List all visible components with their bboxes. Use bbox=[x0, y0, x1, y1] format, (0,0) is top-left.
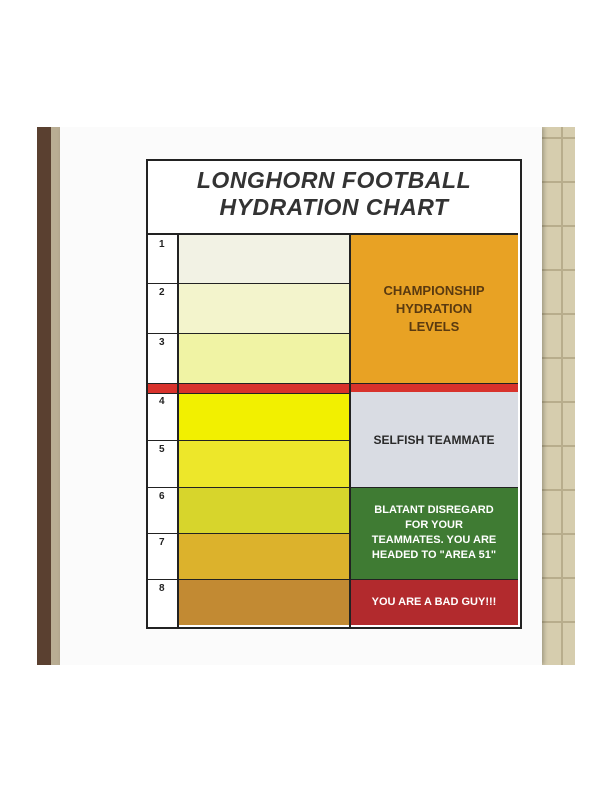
row-number-6: 6 bbox=[159, 491, 165, 502]
door-frame bbox=[37, 127, 51, 665]
row-number-8: 8 bbox=[159, 583, 165, 594]
row-divider bbox=[148, 333, 350, 334]
title-line-2: HYDRATION CHART bbox=[219, 194, 449, 220]
row-number-4: 4 bbox=[159, 396, 165, 407]
swatch-7 bbox=[178, 533, 350, 579]
row-number-2: 2 bbox=[159, 287, 165, 298]
category-selfish-teammate: SELFISH TEAMMATE bbox=[350, 392, 518, 487]
row-number-7: 7 bbox=[159, 537, 165, 548]
swatch-5 bbox=[178, 440, 350, 487]
chart-title: LONGHORN FOOTBALL HYDRATION CHART bbox=[148, 167, 520, 221]
category-bad-guy: YOU ARE A BAD GUY!!! bbox=[350, 579, 518, 625]
row-divider bbox=[148, 440, 350, 441]
divider-band bbox=[148, 383, 518, 394]
swatch-3 bbox=[178, 333, 350, 383]
swatch-2 bbox=[178, 283, 350, 333]
swatch-4 bbox=[178, 392, 350, 440]
swatch-1 bbox=[178, 235, 350, 283]
row-divider bbox=[148, 487, 518, 488]
poster: LONGHORN FOOTBALL HYDRATION CHART 1 2 3 … bbox=[60, 127, 542, 665]
row-divider bbox=[148, 533, 350, 534]
category-column-divider bbox=[349, 233, 351, 627]
header-divider bbox=[148, 233, 518, 235]
row-divider bbox=[148, 283, 350, 284]
photo: LONGHORN FOOTBALL HYDRATION CHART 1 2 3 … bbox=[37, 127, 575, 665]
row-divider bbox=[148, 579, 518, 580]
category-championship: CHAMPIONSHIP HYDRATION LEVELS bbox=[350, 235, 518, 383]
row-number-1: 1 bbox=[159, 239, 165, 250]
swatch-8 bbox=[178, 579, 350, 625]
hydration-chart: LONGHORN FOOTBALL HYDRATION CHART 1 2 3 … bbox=[146, 159, 522, 629]
row-number-3: 3 bbox=[159, 337, 165, 348]
row-number-5: 5 bbox=[159, 444, 165, 455]
number-column-divider bbox=[177, 233, 179, 627]
swatch-6 bbox=[178, 487, 350, 533]
category-blatant-disregard: BLATANT DISREGARD FOR YOUR TEAMMATES. YO… bbox=[350, 487, 518, 579]
title-line-1: LONGHORN FOOTBALL bbox=[196, 167, 472, 193]
